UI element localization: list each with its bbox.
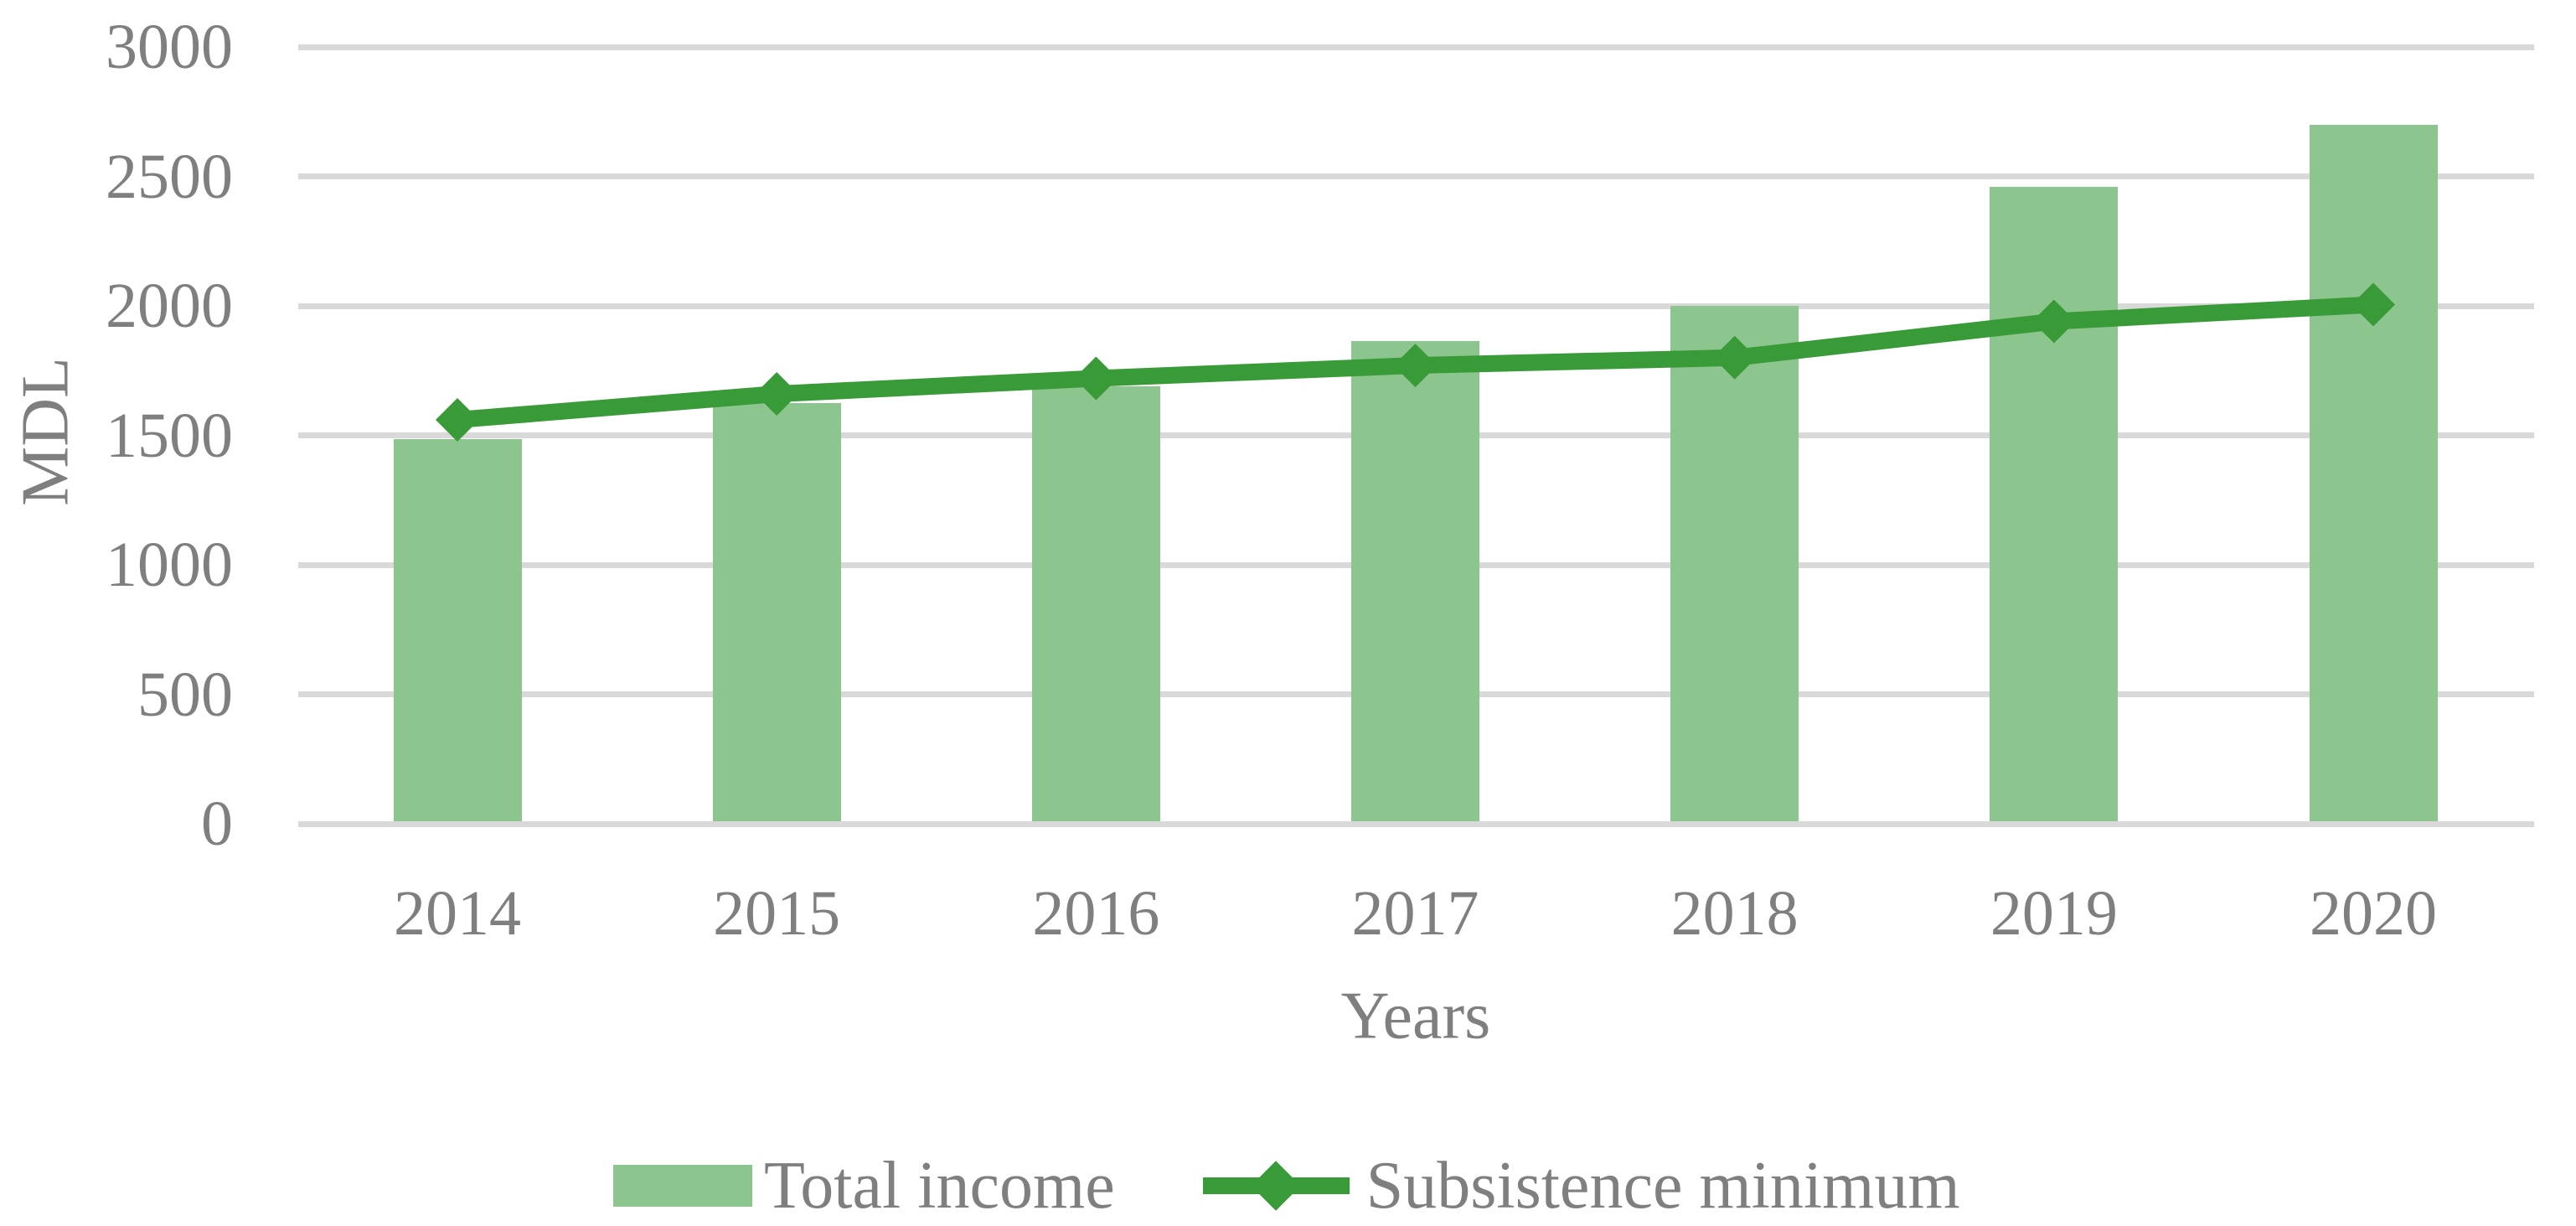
chart-legend: Total income Subsistence minimum: [613, 1149, 1960, 1223]
x-tick-label-2019: 2019: [1990, 878, 2118, 949]
bar-2016: [1031, 385, 1160, 821]
line-marker-2014: [436, 397, 479, 442]
line-marker-2019: [2031, 299, 2076, 344]
line-marker-2017: [1393, 344, 1438, 388]
bar-2014: [393, 439, 522, 821]
x-tick-label-2015: 2015: [713, 878, 841, 949]
gridline-3000: [298, 44, 2534, 50]
bar-2020: [2309, 124, 2438, 821]
x-tick-label-2016: 2016: [1032, 878, 1160, 949]
legend-line-swatch: [1202, 1159, 1350, 1213]
gridline-0: [298, 820, 2534, 827]
y-tick-label-2000: 2000: [106, 271, 233, 341]
x-tick-label-2017: 2017: [1351, 878, 1479, 949]
x-tick-label-2018: 2018: [1670, 878, 1799, 949]
bar-2018: [1670, 306, 1799, 821]
y-tick-label-2500: 2500: [106, 141, 233, 212]
y-tick-label-1000: 1000: [106, 530, 233, 600]
y-tick-label-3000: 3000: [106, 12, 233, 82]
gridline-2000: [298, 303, 2534, 309]
legend-bar-swatch: [613, 1165, 752, 1207]
y-tick-label-500: 500: [137, 659, 233, 730]
bar-2015: [712, 402, 841, 821]
gridline-2500: [298, 173, 2534, 179]
bar-2019: [1990, 186, 2119, 821]
line-marker-2018: [1712, 335, 1757, 380]
line-marker-2016: [1074, 356, 1118, 401]
line-marker-2015: [755, 372, 799, 416]
y-tick-label-0: 0: [201, 789, 233, 859]
x-axis-title: Years: [1340, 979, 1491, 1053]
x-tick-label-2014: 2014: [394, 878, 521, 949]
y-tick-label-1500: 1500: [106, 400, 233, 471]
bar-2017: [1351, 340, 1479, 821]
legend-label-total-income: Total income: [764, 1149, 1115, 1223]
legend-label-subsistence-minimum: Subsistence minimum: [1365, 1149, 1960, 1223]
line-marker-2020: [2351, 282, 2396, 327]
x-tick-label-2020: 2020: [2310, 878, 2438, 949]
